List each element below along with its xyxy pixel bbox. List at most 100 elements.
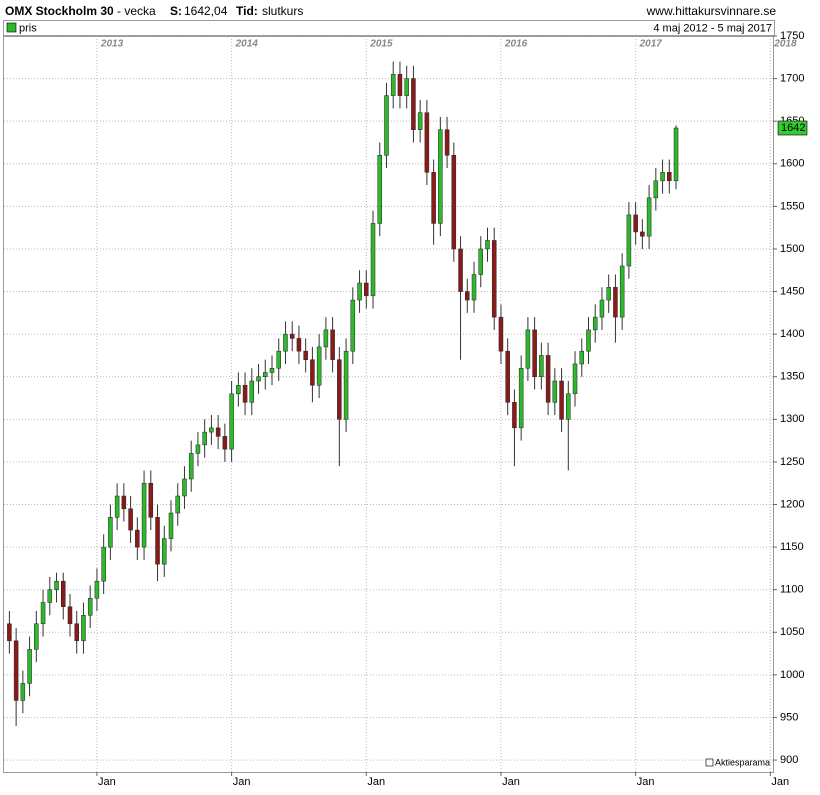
candle-body	[566, 393, 571, 420]
y-tick-label: 1600	[780, 158, 804, 170]
x-tick-label: Jan	[367, 776, 385, 788]
subtitle: - vecka	[117, 4, 156, 18]
candle-body	[390, 74, 396, 96]
credit: Aktiesparama	[715, 757, 770, 767]
candle-body	[94, 580, 100, 599]
candle-body	[222, 436, 228, 450]
time-value: slutkurs	[262, 4, 303, 18]
date-range: 4 maj 2012 - 5 maj 2017	[653, 22, 772, 34]
candle-body	[242, 385, 248, 403]
candle-body	[67, 606, 73, 625]
x-tick-label: Jan	[98, 776, 116, 788]
candle-body	[498, 316, 504, 352]
candle-body	[491, 240, 497, 318]
candle-body	[289, 333, 295, 339]
x-tick-label: Jan	[771, 776, 789, 788]
candle-body	[81, 615, 86, 642]
candle-body	[283, 333, 288, 352]
candle-body	[364, 282, 369, 297]
candle-body	[34, 623, 39, 650]
year-label: 2014	[235, 39, 259, 50]
candle-body	[438, 129, 443, 224]
y-tick-label: 900	[780, 754, 798, 766]
candle-body	[370, 223, 376, 297]
candle-body	[87, 597, 93, 616]
y-tick-label: 1250	[780, 456, 804, 468]
candle-body	[417, 112, 423, 130]
candle-body	[276, 350, 281, 369]
candle-body	[532, 329, 537, 377]
candle-body	[485, 240, 490, 250]
candle-body	[660, 172, 665, 182]
year-label: 2017	[639, 39, 663, 50]
y-tick-label: 1300	[780, 413, 804, 425]
candle-body	[135, 529, 140, 548]
candle-body	[377, 155, 382, 224]
candle-body	[505, 350, 510, 403]
candle-body	[101, 546, 106, 582]
candle-body	[633, 214, 638, 233]
year-label: 2018	[773, 39, 797, 50]
candle-body	[316, 346, 322, 386]
x-tick-label: Jan	[502, 776, 520, 788]
candle-body	[444, 129, 450, 156]
current-label: S:	[170, 4, 182, 18]
last-tag-label: 1642	[781, 122, 805, 134]
candle-body	[108, 517, 113, 548]
candle-body	[175, 495, 180, 514]
candle-body	[263, 372, 268, 377]
candle-body	[539, 355, 544, 377]
candle-body	[518, 367, 524, 429]
candle-body	[310, 359, 315, 386]
y-tick-label: 1350	[780, 371, 804, 383]
y-tick-label: 1750	[780, 30, 804, 42]
candle-body	[195, 444, 201, 454]
candle-body	[471, 274, 477, 301]
candle-body	[343, 350, 349, 420]
candle-body	[141, 482, 147, 548]
candle-body	[579, 350, 585, 365]
candle-body	[256, 376, 261, 382]
candle-body	[303, 350, 308, 360]
candle-body	[646, 197, 652, 237]
candle-body	[458, 248, 463, 292]
candle-body	[586, 329, 591, 352]
candle-body	[673, 127, 679, 182]
candle-body	[121, 495, 127, 510]
year-label: 2015	[369, 39, 393, 50]
candle-body	[47, 589, 53, 603]
candle-body	[357, 282, 362, 301]
y-tick-label: 1100	[780, 584, 804, 596]
candle-body	[599, 299, 605, 318]
candle-body	[323, 329, 329, 348]
candle-body	[269, 367, 275, 373]
candle-body	[215, 427, 221, 437]
candle-body	[431, 172, 436, 224]
candle-body	[411, 78, 416, 130]
candle-body	[613, 287, 618, 318]
candle-body	[182, 478, 187, 497]
x-tick-label: Jan	[637, 776, 655, 788]
candle-body	[465, 291, 470, 301]
candle-body	[350, 299, 356, 352]
legend-label: pris	[19, 22, 37, 34]
candle-body	[397, 74, 403, 96]
y-tick-label: 1550	[780, 200, 804, 212]
candle-body	[451, 155, 457, 250]
candle-body	[545, 355, 551, 403]
candle-body	[592, 316, 598, 331]
candle-body	[27, 649, 32, 684]
candle-body	[330, 329, 335, 360]
time-label: Tid:	[236, 4, 258, 18]
candle-body	[209, 427, 214, 433]
candle-body	[619, 265, 625, 318]
candle-body	[337, 359, 342, 420]
candle-body	[606, 287, 611, 301]
year-label: 2016	[504, 39, 528, 50]
credit-icon	[705, 758, 714, 767]
candle-body	[61, 580, 66, 607]
candle-body	[249, 380, 255, 403]
candle-body	[653, 180, 659, 199]
source: www.hittakursvinnare.se	[646, 4, 777, 18]
